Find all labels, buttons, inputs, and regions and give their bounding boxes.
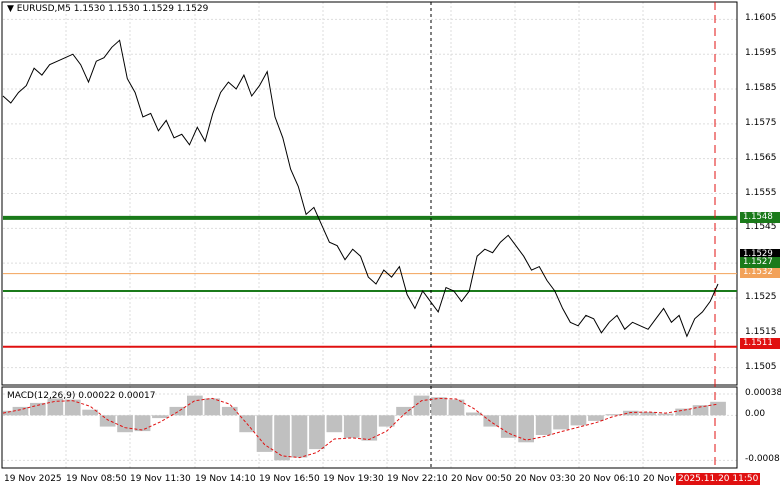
time-tick-label: 19 Nov 19:30 — [323, 474, 384, 484]
time-tick-label: 19 Nov 08:50 — [66, 474, 127, 484]
price-tick-label: 1.1505 — [745, 361, 777, 372]
macd-histogram-bar — [623, 410, 639, 416]
macd-histogram-bar — [187, 395, 203, 416]
time-tick-label: 19 Nov 2025 — [4, 474, 62, 484]
macd-histogram-bar — [483, 415, 500, 427]
macd-histogram-bar — [326, 415, 343, 433]
symbol-info-text: EURUSD,M5 1.1530 1.1530 1.1529 1.1529 — [16, 4, 209, 14]
macd-histogram-bar — [466, 412, 482, 416]
macd-histogram-bar — [99, 415, 116, 427]
price-panel-frame — [1, 1, 738, 386]
macd-histogram-bar — [518, 415, 534, 443]
macd-tick-label: 0.00038 — [745, 387, 781, 398]
macd-histogram-bar — [710, 401, 726, 416]
macd-histogram-bar — [588, 415, 604, 421]
macd-histogram-bar — [47, 398, 64, 416]
time-tick-label: 19 Nov 11:30 — [130, 474, 191, 484]
macd-histogram-bar — [413, 395, 430, 416]
macd-histogram-bar — [605, 414, 622, 416]
price-grid — [3, 2, 737, 468]
macd-histogram-bar — [570, 415, 587, 426]
price-tick-label: 1.1595 — [745, 48, 777, 59]
price-tick-label: 1.1565 — [745, 152, 777, 163]
macd-histogram-bar — [221, 406, 238, 416]
time-tick-label: 20 Nov 06:10 — [579, 474, 640, 484]
price-tick-label: 1.1575 — [745, 117, 777, 128]
price-label-red: 1.1511 — [740, 338, 780, 349]
time-tick-label: 20 Nov 03:30 — [515, 474, 576, 484]
macd-tick-label: 0.00 — [745, 409, 766, 420]
macd-histogram-bar — [553, 415, 569, 430]
price-tick-label: 1.1525 — [745, 291, 777, 302]
macd-panel-frame — [1, 386, 738, 469]
macd-histogram-bar — [692, 405, 709, 416]
symbol-info: ▼ EURUSD,M5 1.1530 1.1530 1.1529 1.1529 — [7, 4, 208, 14]
time-tick-label: 19 Nov 16:50 — [259, 474, 320, 484]
current-time-label: 2025.11.20 11:50 — [676, 473, 761, 485]
macd-histogram-bar — [675, 408, 691, 416]
macd-histogram-bar — [256, 415, 273, 452]
price-label-green-thin: 1.1527 — [740, 257, 780, 268]
macd-signal-line — [2, 397, 719, 459]
time-tick-label: 20 Nov 00:50 — [451, 474, 512, 484]
symbol-dropdown-icon[interactable]: ▼ — [7, 4, 14, 14]
macd-histogram-bar — [291, 415, 308, 458]
macd-histogram-bar — [500, 415, 517, 438]
price-tick-label: 1.1555 — [745, 187, 777, 198]
price-tick-label: 1.1545 — [745, 222, 777, 233]
time-tick-label: 19 Nov 22:10 — [387, 474, 448, 484]
price-label-current: 1.1529 — [740, 249, 780, 259]
macd-histogram-bar — [640, 412, 657, 416]
macd-histogram-bar — [274, 415, 290, 461]
macd-histogram-bar — [378, 415, 395, 427]
macd-histogram-bar — [152, 415, 168, 419]
macd-histogram-bar — [309, 415, 325, 450]
macd-histogram-bar — [82, 409, 98, 416]
macd-histogram-bar — [3, 410, 19, 416]
time-tick-label: 19 Nov 14:10 — [195, 474, 256, 484]
macd-histogram-bar — [169, 406, 186, 416]
price-series-line — [2, 39, 719, 338]
macd-histogram-bar — [343, 415, 360, 438]
macd-histogram-bar — [134, 415, 151, 432]
macd-histogram-bar — [64, 399, 81, 416]
macd-histogram-bar — [117, 415, 133, 433]
price-tick-label: 1.1585 — [745, 83, 777, 94]
macd-histogram-bar — [361, 415, 378, 441]
macd-histogram-bar — [396, 406, 412, 416]
macd-histogram-bar — [431, 397, 447, 416]
price-tick-label: 1.1605 — [745, 13, 777, 24]
macd-histogram-bar — [204, 398, 221, 416]
price-tick-label: 1.1515 — [745, 326, 777, 337]
macd-histogram — [3, 395, 726, 461]
macd-tick-label: -0.0008 — [745, 454, 780, 465]
macd-histogram-bar — [12, 406, 29, 416]
macd-histogram-bar — [448, 399, 465, 416]
price-label-orange: 1.1532 — [740, 267, 780, 278]
time-tick-label: 20 Nov — [643, 474, 675, 484]
level-lines[interactable] — [3, 215, 737, 348]
macd-info-text: MACD(12,26,9) 0.00022 0.00017 — [7, 391, 156, 401]
macd-histogram-bar — [657, 413, 674, 416]
macd-histogram-bar — [535, 415, 552, 435]
price-label-green-thick: 1.1548 — [740, 212, 780, 223]
